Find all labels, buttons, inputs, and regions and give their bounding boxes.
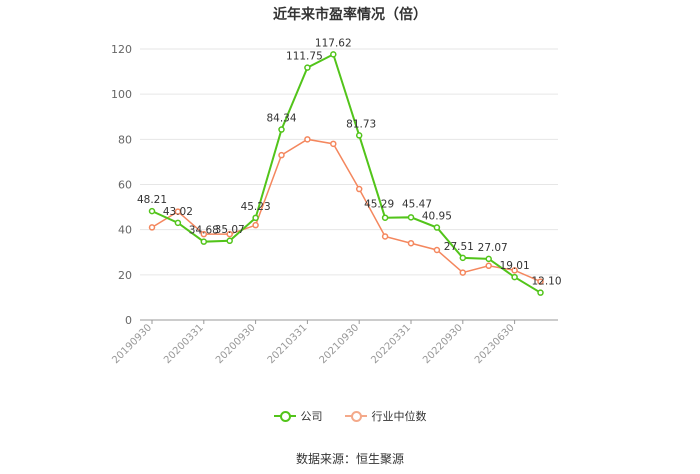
company-point [330, 51, 337, 58]
industry-median-point [252, 221, 259, 229]
industry-median-point [304, 136, 311, 143]
x-tick-label: 20190930 [110, 322, 154, 366]
company-point [433, 224, 441, 231]
industry-median-point [355, 185, 363, 193]
x-tick-label: 20200930 [214, 322, 258, 366]
industry-median-point [381, 233, 389, 240]
series-layer [148, 51, 544, 296]
data-label: 27.07 [478, 242, 508, 254]
y-tick-label: 40 [118, 224, 132, 237]
company-point [407, 214, 415, 221]
industry-median-point [330, 140, 337, 148]
industry-median-point [407, 239, 415, 247]
y-tick-label: 80 [118, 133, 132, 146]
industry-median-point [537, 278, 544, 285]
legend-item-industry-median[interactable]: 行业中位数 [344, 408, 427, 424]
company-point [381, 214, 389, 221]
x-tick-label: 20220331 [369, 322, 413, 366]
data-label: 45.47 [402, 198, 432, 210]
company-point [304, 64, 311, 71]
industry-median-point [278, 151, 285, 159]
x-tick-label: 20230630 [473, 322, 517, 366]
data-label: 45.23 [241, 201, 271, 213]
industry-median-point [200, 230, 208, 238]
legend-swatch-industry-median [344, 410, 367, 422]
y-tick-label: 0 [125, 314, 132, 327]
industry-median-point [459, 269, 467, 276]
company-point [174, 219, 182, 227]
chart-title: 近年来市盈率情况（倍） [273, 7, 427, 23]
data-label: 84.34 [266, 113, 296, 125]
company-point [355, 132, 363, 139]
company-point [485, 255, 492, 263]
data-label: 27.51 [444, 241, 474, 253]
legend-label-company: 公司 [300, 410, 323, 423]
grid-layer [140, 48, 558, 276]
data-label: 81.73 [346, 118, 376, 130]
industry-median-point [174, 208, 182, 215]
data-label: 45.29 [364, 199, 394, 211]
company-point [226, 237, 233, 245]
company-point [200, 238, 208, 245]
company-line [151, 52, 542, 294]
y-tick-label: 60 [118, 179, 132, 192]
x-tick-label: 20200331 [162, 322, 206, 366]
data-label: 35.07 [215, 224, 245, 236]
company-point [252, 214, 259, 222]
industry-median-point [511, 267, 518, 274]
legend-item-company[interactable]: 公司 [273, 408, 323, 424]
company-point [537, 289, 544, 296]
data-label: 48.21 [137, 194, 167, 206]
y-tick-label: 120 [111, 43, 132, 56]
data-label: 43.02 [163, 206, 193, 218]
data-label: 34.68 [189, 225, 219, 237]
data-label: 40.95 [422, 211, 452, 223]
industry-median-point [148, 224, 156, 231]
y-tick-label: 20 [118, 269, 132, 282]
x-tick-label: 20220930 [421, 322, 465, 366]
legend-label-industry-median: 行业中位数 [371, 410, 427, 423]
industry-median-point [433, 246, 441, 254]
legend-swatch-company [273, 410, 296, 422]
data-source: 数据来源：恒生聚源 [295, 452, 404, 466]
company-point [459, 254, 467, 262]
x-tick-label: 20210930 [318, 322, 362, 366]
company-point [511, 273, 518, 281]
data-label: 19.01 [500, 260, 530, 272]
data-label: 111.75 [286, 51, 323, 63]
legend: 公司 行业中位数 [0, 408, 700, 424]
industry-median-point [485, 262, 492, 270]
x-tick-label: 20210331 [266, 322, 310, 366]
company-point [278, 126, 285, 133]
y-tick-label: 100 [111, 88, 132, 101]
data-label: 117.62 [315, 37, 352, 49]
industry-median-line [151, 138, 541, 283]
company-point [148, 207, 156, 215]
industry-median-point [226, 230, 233, 238]
data-label: 12.10 [531, 276, 561, 288]
